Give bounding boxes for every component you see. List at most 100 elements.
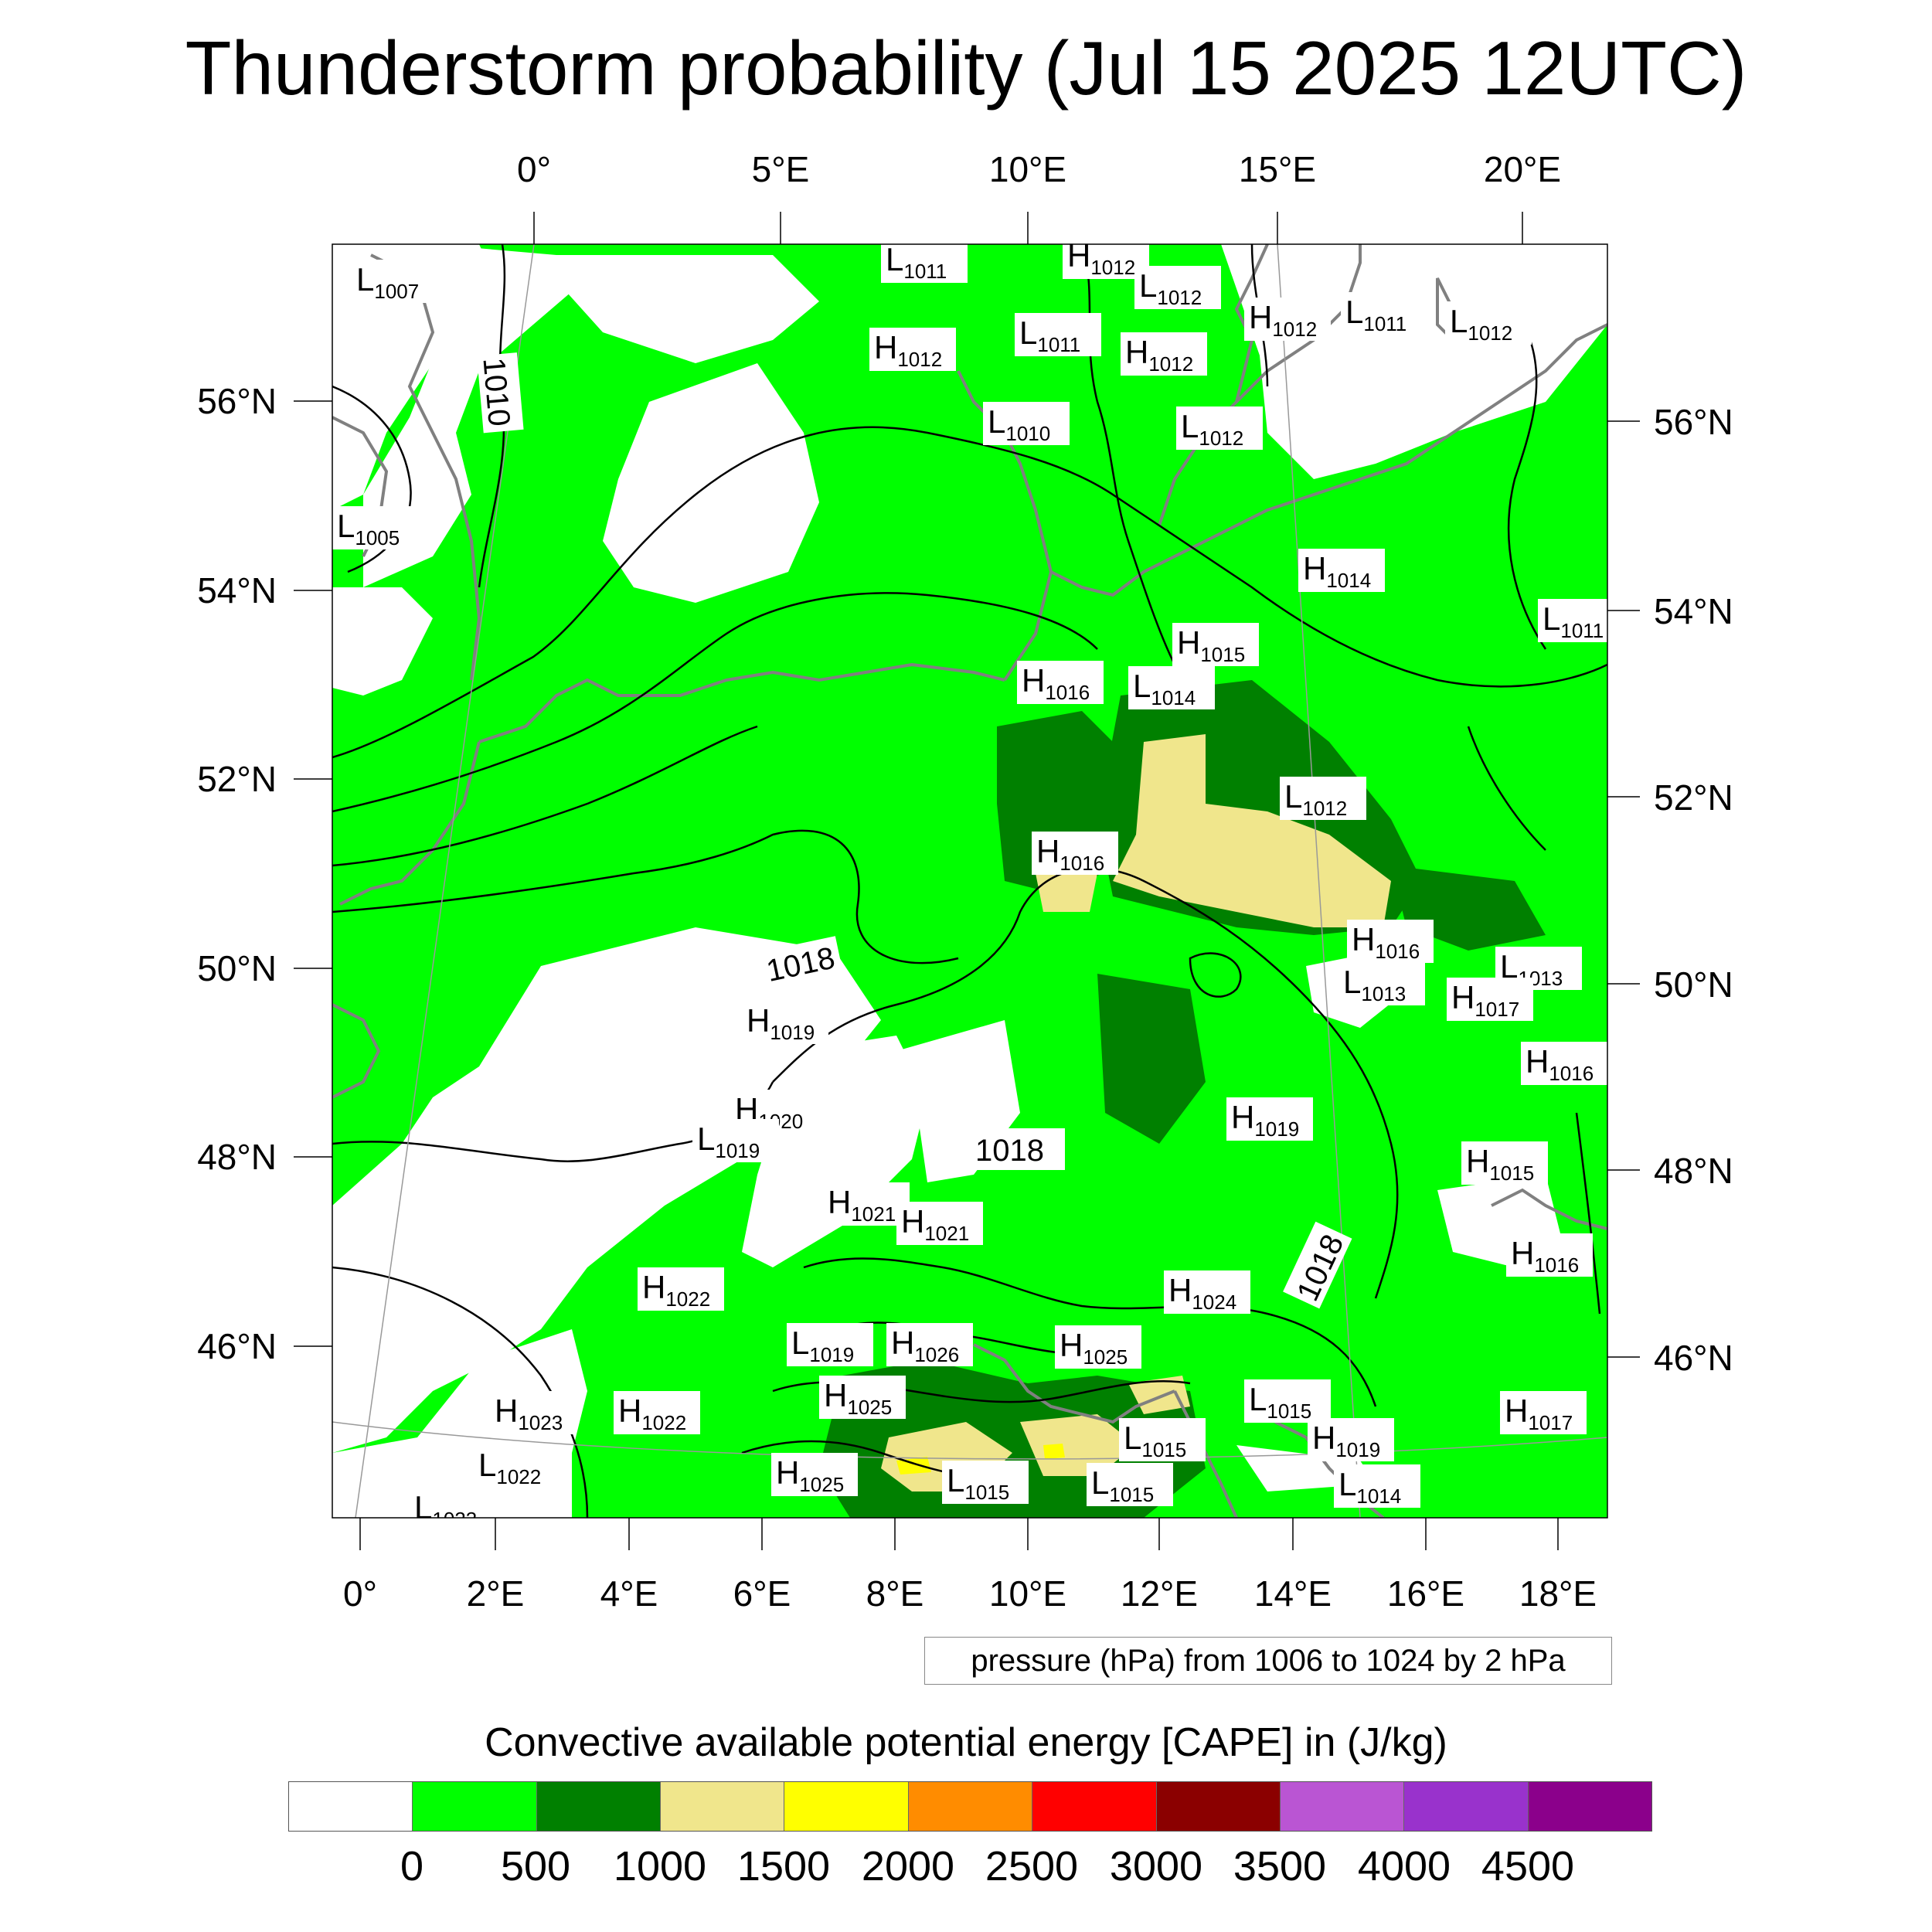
pressure-center-high: H1019 <box>1308 1418 1394 1461</box>
pressure-center-label: L1019 <box>697 1121 760 1162</box>
graticule <box>332 244 1607 1518</box>
pressure-center-label: H1019 <box>1231 1099 1299 1141</box>
pressure-center-label: H1019 <box>747 1002 815 1044</box>
pressure-center-low: L1015 <box>1087 1463 1173 1506</box>
colorbar-swatch <box>536 1782 662 1831</box>
pressure-center-label: H1012 <box>874 329 942 371</box>
bottom-lon-label-18e: 18°E <box>1519 1573 1597 1614</box>
top-longitude-axis <box>533 212 1523 244</box>
pressure-center-low: L1022 <box>474 1445 560 1488</box>
right-latitude-axis <box>1607 420 1640 1358</box>
cape-1000-1500-area <box>1020 1414 1136 1476</box>
pressure-center-label: H1015 <box>1177 624 1245 666</box>
pressure-center-low: L1019 <box>692 1119 779 1162</box>
colorbar-swatch <box>413 1782 537 1831</box>
right-lat-label-50n: 50°N <box>1654 964 1733 1005</box>
pressure-center-high: H1016 <box>1032 832 1118 875</box>
pressure-center-low: L1019 <box>787 1323 873 1366</box>
bottom-lon-label-2e: 2°E <box>467 1573 525 1614</box>
cape-colorbar <box>288 1781 1652 1832</box>
pressure-center-label: H1012 <box>1125 334 1193 376</box>
left-lat-label-54n: 54°N <box>197 570 277 611</box>
pressure-center-label: L1012 <box>1181 408 1243 450</box>
pressure-center-low: L1012 <box>1176 406 1263 450</box>
cape-1000-1500-area <box>1036 873 1097 912</box>
colorbar-tick-label: 4000 <box>1357 1843 1451 1889</box>
pressure-center-label: H1012 <box>1067 237 1135 279</box>
pressure-center-high: H1012 <box>1063 237 1149 279</box>
bottom-longitude-axis <box>359 1518 1559 1550</box>
pressure-center-low: L1012 <box>1134 266 1221 309</box>
pressure-center-label: L1012 <box>1139 267 1202 309</box>
pressure-center-label: H1016 <box>1022 662 1090 704</box>
pressure-center-high: H1017 <box>1447 978 1533 1021</box>
colorbar-swatch <box>1528 1782 1651 1831</box>
pressure-center-low: L1013 <box>1338 962 1425 1005</box>
pressure-center-label: H1014 <box>1303 550 1371 592</box>
pressure-center-label: H1022 <box>642 1269 710 1311</box>
pressure-center-label: H1017 <box>1505 1393 1573 1434</box>
low-cape-area <box>332 1206 464 1391</box>
pressure-center-low: L1015 <box>942 1461 1029 1504</box>
colorbar-title: Convective available potential energy [C… <box>485 1720 1447 1765</box>
pressure-center-label: L1007 <box>356 261 419 303</box>
pressure-center-label: H1026 <box>891 1325 959 1366</box>
bottom-lon-label-14e: 14°E <box>1254 1573 1332 1614</box>
colorbar-tick-label: 3000 <box>1109 1843 1203 1889</box>
pressure-center-high: H1016 <box>1017 661 1104 704</box>
pressure-center-label: L1015 <box>1091 1464 1154 1506</box>
pressure-center-label: L1015 <box>1124 1420 1186 1461</box>
pressure-center-label: H1021 <box>901 1203 969 1245</box>
right-lat-label-54n: 54°N <box>1654 591 1733 631</box>
colorbar-tick-label: 500 <box>500 1843 571 1889</box>
pressure-center-high: H1016 <box>1347 920 1434 963</box>
colorbar-swatch <box>289 1782 413 1831</box>
right-lat-label-56n: 56°N <box>1654 402 1733 442</box>
pressure-center-label: H1012 <box>1249 299 1317 341</box>
pressure-center-high: H1012 <box>869 328 956 371</box>
colorbar-swatch <box>661 1782 785 1831</box>
pressure-center-high: H1019 <box>1226 1097 1313 1141</box>
pressure-center-label: L1019 <box>791 1325 854 1366</box>
low-cape-area <box>332 927 881 1453</box>
pressure-center-label: L1011 <box>1543 600 1604 642</box>
right-lat-label-48n: 48°N <box>1654 1151 1733 1191</box>
colorbar-tick-label: 2000 <box>861 1843 955 1889</box>
pressure-center-label: L1011 <box>1019 315 1080 356</box>
right-lat-label-52n: 52°N <box>1654 777 1733 818</box>
colorbar-swatch <box>1280 1782 1405 1831</box>
pressure-center-low: L1023 <box>410 1488 496 1518</box>
top-lon-label-5e: 5°E <box>752 149 810 189</box>
pressure-center-label: H1025 <box>776 1454 844 1496</box>
pressure-center-high: H1025 <box>1055 1325 1141 1369</box>
pressure-center-label: H1016 <box>1352 921 1420 963</box>
pressure-center-label: L1014 <box>1133 668 1196 709</box>
isobar-label-1010: 1010 <box>476 356 516 427</box>
bottom-lon-label-4e: 4°E <box>600 1573 658 1614</box>
pressure-center-low: L1015 <box>1119 1418 1206 1461</box>
pressure-center-low: L1007 <box>352 260 438 303</box>
pressure-center-label: L1015 <box>947 1462 1009 1504</box>
bottom-lon-label-6e: 6°E <box>733 1573 791 1614</box>
pressure-center-label: H1021 <box>828 1184 896 1226</box>
pressure-center-high: H1015 <box>1172 623 1259 666</box>
pressure-center-label: L1010 <box>988 403 1050 445</box>
pressure-center-low: L1005 <box>332 506 419 549</box>
pressure-center-label: H1016 <box>1526 1043 1594 1085</box>
left-lat-label-52n: 52°N <box>197 759 277 799</box>
colorbar-tick-label: 4500 <box>1481 1843 1575 1889</box>
left-lat-label-48n: 48°N <box>197 1137 277 1177</box>
colorbar-tick-label: 1000 <box>613 1843 707 1889</box>
bottom-lon-label-16e: 16°E <box>1387 1573 1464 1614</box>
pressure-center-label: H1016 <box>1036 833 1104 875</box>
pressure-center-high: H1025 <box>771 1453 858 1496</box>
isobar-labels: 1018 1018 1010 1018 <box>476 352 1352 1309</box>
pressure-center-high: H1012 <box>1244 298 1331 341</box>
cape-1500-2000-area <box>1043 1444 1065 1459</box>
left-latitude-axis <box>294 400 332 1347</box>
top-lon-label-20e: 20°E <box>1484 149 1561 189</box>
pressure-center-high: H1025 <box>819 1376 906 1419</box>
